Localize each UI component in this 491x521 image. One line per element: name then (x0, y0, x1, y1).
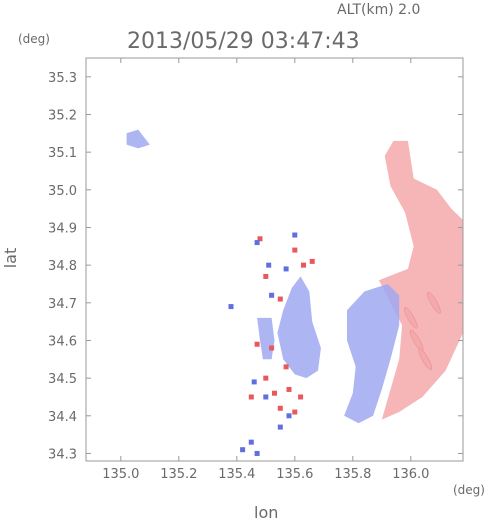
echo-speckle (292, 409, 298, 415)
echo-speckle (272, 390, 277, 396)
echo-speckle (263, 273, 269, 279)
y-tick-label: 34.3 (48, 447, 77, 462)
x-tick-label: 135.8 (334, 467, 371, 482)
echo-speckle (283, 266, 289, 272)
y-tick-label: 35.3 (48, 71, 77, 86)
echo-speckle (277, 296, 283, 302)
echo-region-central-approaching (277, 276, 321, 379)
receding-streak (403, 307, 418, 329)
echo-speckle (266, 262, 272, 268)
echo-speckle (269, 345, 275, 351)
echo-speckle (301, 262, 306, 268)
x-tick-label: 135.0 (102, 467, 139, 482)
echo-speckle (277, 405, 283, 411)
echo-speckle (269, 292, 275, 298)
echo-region-east-receding (378, 140, 463, 420)
y-unit-label: (deg) (18, 32, 50, 46)
y-axis-label: lat (1, 248, 20, 269)
x-axis-label: lon (254, 503, 278, 521)
axis-ticks: 135.0 135.2 135.4 135.6 135.8 136.0 34.3 34.4 34… (48, 58, 463, 482)
echo-speckle (254, 450, 260, 456)
altitude-label: ALT(km) 2.0 (337, 2, 420, 18)
echo-region-west-mixed (257, 317, 275, 360)
echo-speckle (286, 413, 292, 419)
y-tick-label: 34.7 (48, 297, 77, 312)
echo-speckle (298, 394, 304, 400)
y-tick-label: 35.2 (48, 108, 77, 123)
timestamp-title: 2013/05/29 03:47:43 (127, 29, 360, 54)
y-tick-label: 34.9 (48, 221, 77, 236)
echo-speckle (292, 247, 298, 253)
echo-speckle (277, 424, 283, 430)
x-tick-label: 135.2 (160, 467, 197, 482)
echo-region-south-approaching (344, 284, 400, 424)
echo-speckle (292, 232, 298, 238)
x-tick-label: 136.0 (392, 467, 429, 482)
receding-streak (427, 292, 441, 314)
receding-streak (418, 348, 433, 371)
y-tick-label: 34.8 (48, 259, 77, 274)
radar-echo-regions (126, 129, 463, 424)
x-tick-label: 135.6 (276, 467, 313, 482)
y-tick-label: 35.0 (48, 184, 77, 199)
radar-echo-speckles (228, 232, 315, 456)
y-tick-label: 34.4 (48, 410, 77, 425)
x-unit-label: (deg) (453, 483, 485, 497)
echo-speckle (228, 304, 234, 310)
echo-speckle (309, 258, 315, 264)
echo-speckle (251, 379, 257, 385)
echo-speckle (257, 236, 263, 242)
echo-speckle (240, 447, 246, 453)
echo-speckle (263, 375, 269, 381)
y-tick-label: 34.5 (48, 372, 77, 387)
plot-frame (85, 57, 464, 462)
echo-region-north-west-speck (126, 129, 150, 149)
x-tick-label: 135.4 (218, 467, 255, 482)
echo-speckle (254, 240, 260, 246)
echo-speckle (283, 364, 289, 370)
echo-speckle (248, 394, 254, 400)
echo-speckle (263, 394, 269, 400)
echo-speckle (286, 386, 292, 392)
echo-speckle (254, 341, 260, 347)
echo-speckle (248, 439, 254, 445)
y-tick-label: 34.6 (48, 334, 77, 349)
y-tick-label: 35.1 (48, 146, 77, 161)
